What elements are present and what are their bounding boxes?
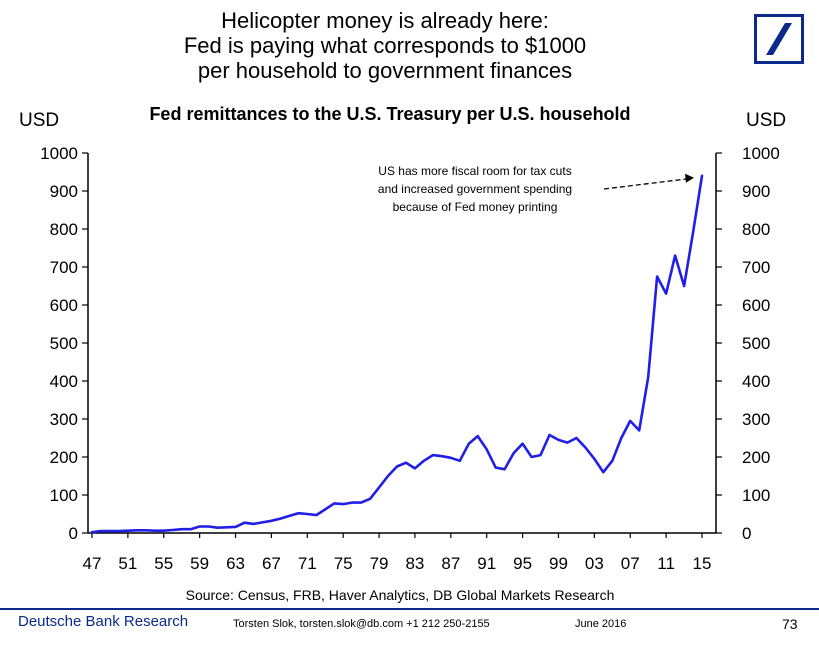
annotation-line-3: because of Fed money printing [393,200,558,214]
y-tick-label-right: 100 [742,486,770,505]
x-tick-label: 91 [477,554,496,573]
annotation-arrow-head [685,173,694,183]
chart-title: Fed remittances to the U.S. Treasury per… [149,104,631,124]
x-tick-label: 83 [405,554,424,573]
footer-brand: Deutsche Bank Research [18,613,189,630]
annotation-arrow-line [603,178,689,190]
deutsche-bank-logo [754,14,804,64]
y-tick-label-right: 700 [742,258,770,277]
y-tick-label-right: 800 [742,220,770,239]
headline-line-3: per household to government finances [197,58,573,83]
x-tick-label: 07 [621,554,640,573]
x-tick-label: 47 [83,554,102,573]
y-tick-label-left: 100 [50,486,78,505]
footer-author-contact: Torsten Slok, torsten.slok@db.com +1 212… [233,618,490,630]
footer-date: June 2016 [575,618,627,630]
y-axis-unit-right: USD [746,110,787,131]
y-tick-label-left: 400 [50,372,78,391]
x-tick-label: 87 [441,554,460,573]
source-note: Source: Census, FRB, Haver Analytics, DB… [185,587,615,603]
deutsche-bank-slash-icon [766,23,792,55]
y-tick-label-right: 900 [742,182,770,201]
x-tick-label: 03 [585,554,604,573]
y-tick-label-left: 800 [50,220,78,239]
annotation-line-1: US has more fiscal room for tax cuts [378,164,571,178]
y-tick-label-left: 500 [50,334,78,353]
x-tick-label: 99 [549,554,568,573]
y-tick-label-left: 900 [50,182,78,201]
x-tick-label: 51 [118,554,137,573]
x-tick-label: 11 [657,554,675,573]
annotation-line-2: and increased government spending [378,182,572,196]
y-tick-label-right: 500 [742,334,770,353]
y-tick-label-right: 600 [742,296,770,315]
x-tick-label: 79 [370,554,389,573]
y-tick-label-left: 700 [50,258,78,277]
y-tick-label-right: 300 [742,410,770,429]
x-tick-label: 95 [513,554,532,573]
y-tick-label-right: 400 [742,372,770,391]
y-tick-label-right: 200 [742,448,770,467]
y-axis-unit-left: USD [19,110,60,131]
page-number: 73 [782,616,798,632]
y-tick-label-left: 300 [50,410,78,429]
x-tick-label: 75 [334,554,353,573]
y-tick-label-right: 0 [742,524,751,543]
y-tick-label-right: 1000 [742,144,780,163]
page-headline: Helicopter money is already here: Fed is… [90,8,680,83]
x-tick-label: 59 [190,554,209,573]
x-tick-label: 67 [262,554,281,573]
y-tick-label-left: 600 [50,296,78,315]
y-tick-label-left: 1000 [40,144,78,163]
headline-line-2: Fed is paying what corresponds to $1000 [183,33,587,58]
series-line-fed-remittances [90,174,704,534]
x-tick-label: 71 [298,554,317,573]
x-tick-label: 63 [226,554,245,573]
x-tick-label: 15 [693,554,712,573]
x-tick-label: 55 [154,554,173,573]
headline-line-1: Helicopter money is already here: [221,8,549,33]
footer-divider [0,608,819,610]
line-chart: 0 0 100 100 200 200 300 300 400 400 500 500 600 600 70… [40,144,780,573]
y-tick-label-left: 200 [50,448,78,467]
y-tick-label-left: 0 [69,524,78,543]
